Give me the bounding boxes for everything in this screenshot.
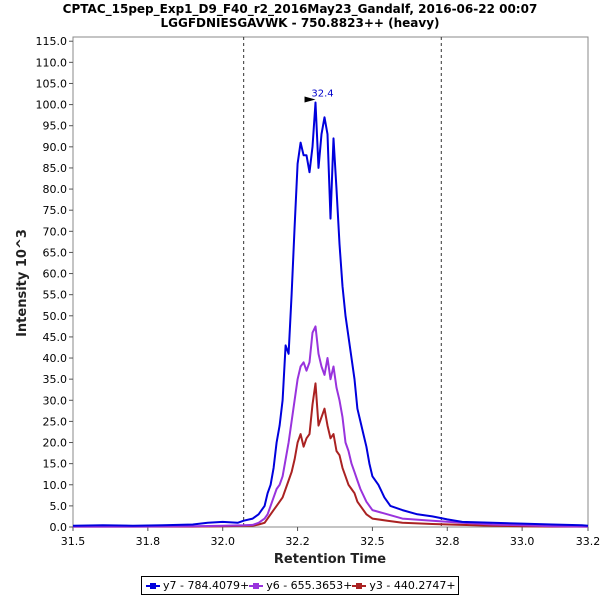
y-tick-label: 35.0 bbox=[43, 373, 68, 386]
y-tick-label: 45.0 bbox=[43, 331, 68, 344]
y-tick-label: 85.0 bbox=[43, 162, 68, 175]
y-axis: 0.0 5.0 10.0 15.0 20.0 25.0 30.0 35.0 40.0 45.0 50… bbox=[36, 35, 73, 534]
y-tick-label: 40.0 bbox=[43, 352, 68, 365]
legend-swatch bbox=[249, 582, 264, 589]
y-tick-label: 115.0 bbox=[36, 35, 68, 48]
y-tick-label: 105.0 bbox=[36, 77, 68, 90]
y-tick-label: 50.0 bbox=[43, 310, 68, 323]
series-line bbox=[73, 382, 588, 528]
y-tick-label: 15.0 bbox=[43, 458, 68, 471]
legend-label: y3 - 440.2747+ bbox=[369, 579, 456, 592]
plot-area bbox=[72, 36, 589, 528]
y-tick-label: 95.0 bbox=[43, 120, 68, 133]
x-tick-label: 32.0 bbox=[210, 535, 235, 548]
y-tick-label: 60.0 bbox=[43, 268, 68, 281]
integration-boundaries bbox=[243, 37, 442, 527]
y-tick-label: 30.0 bbox=[43, 394, 68, 407]
chart-title: CPTAC_15pep_Exp1_D9_F40_r2_2016May23_Gan… bbox=[63, 2, 538, 17]
y-tick-label: 20.0 bbox=[43, 437, 68, 450]
chart-legend: y7 - 784.4079+ y6 - 655.3653+ y3 - 440.274… bbox=[141, 576, 459, 595]
series-line bbox=[72, 101, 589, 527]
y-tick-label: 90.0 bbox=[43, 141, 68, 154]
x-tick-label: 32.2 bbox=[285, 535, 310, 548]
peak-marker-arrow-icon bbox=[304, 96, 316, 103]
y-axis-title: Intensity 10^3 bbox=[15, 229, 30, 337]
x-tick-label: 31.8 bbox=[136, 535, 161, 548]
x-tick-label: 31.5 bbox=[61, 535, 86, 548]
y-tick-label: 5.0 bbox=[50, 500, 68, 513]
peak-annotation: 32.4 bbox=[304, 88, 334, 103]
legend-swatch bbox=[146, 582, 160, 589]
legend-label: y6 - 655.3653+ bbox=[266, 579, 353, 592]
y-tick-label: 10.0 bbox=[43, 479, 68, 492]
y-tick-label: 100.0 bbox=[36, 99, 68, 112]
y-tick-label: 110.0 bbox=[36, 56, 68, 69]
plot-frame bbox=[72, 36, 589, 528]
legend-item: y7 - 784.4079+ bbox=[146, 579, 249, 592]
series-lines bbox=[72, 101, 589, 528]
x-tick-label: 32.8 bbox=[435, 535, 460, 548]
x-tick-label: 33.0 bbox=[510, 535, 535, 548]
y-tick-label: 25.0 bbox=[43, 415, 68, 428]
chart-subtitle: LGGFDNIESGAVWK - 750.8823++ (heavy) bbox=[160, 16, 439, 30]
y-tick-label: 80.0 bbox=[43, 183, 68, 196]
series-line bbox=[73, 325, 589, 528]
y-tick-label: 0.0 bbox=[50, 521, 68, 534]
peak-label: 32.4 bbox=[311, 88, 333, 99]
x-axis: 31.5 31.8 32.0 32.2 32.5 32.8 33.0 33.2 bbox=[61, 527, 600, 548]
y-tick-label: 55.0 bbox=[43, 289, 68, 302]
legend-label: y7 - 784.4079+ bbox=[163, 579, 250, 592]
x-tick-label: 33.2 bbox=[576, 535, 600, 548]
legend-item: y6 - 655.3653+ bbox=[249, 579, 352, 592]
x-axis-title: Retention Time bbox=[274, 552, 386, 567]
y-tick-label: 70.0 bbox=[43, 225, 68, 238]
y-tick-label: 65.0 bbox=[43, 246, 68, 259]
y-tick-label: 75.0 bbox=[43, 204, 68, 217]
legend-swatch bbox=[352, 582, 367, 589]
x-tick-label: 32.5 bbox=[360, 535, 385, 548]
legend-item: y3 - 440.2747+ bbox=[352, 579, 456, 592]
